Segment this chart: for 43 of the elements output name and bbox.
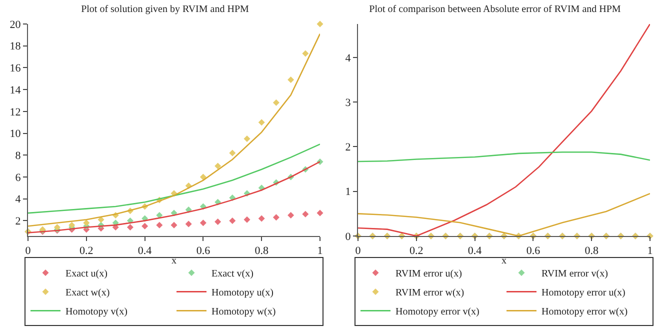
- legend-label: Homotopy error v(x): [396, 306, 480, 318]
- y-tick-label: 8: [15, 150, 22, 162]
- legend-label: Homotopy w(x): [212, 306, 276, 318]
- legend-label: Homotopy error u(x): [542, 288, 626, 299]
- x-axis-title: x: [172, 256, 176, 267]
- y-tick-label: 4: [345, 52, 352, 64]
- x-tick-label: 0.8: [254, 245, 269, 258]
- y-tick-label: 4: [15, 194, 22, 206]
- y-tick-label: 14: [10, 84, 22, 96]
- x-tick-label: 0.6: [526, 245, 541, 258]
- legend-label: Exact u(x): [66, 268, 108, 280]
- y-tick-label: 12: [10, 106, 21, 118]
- y-tick-label: 18: [10, 40, 22, 53]
- x-axis-title: x: [502, 256, 506, 267]
- legend-label: Homotopy u(x): [212, 288, 274, 299]
- legend-label: RVIM error u(x): [396, 268, 462, 280]
- legend-label: RVIM error v(x): [542, 268, 608, 280]
- y-tick-label: 10: [10, 128, 22, 140]
- y-tick-label: 2: [15, 216, 21, 228]
- legend-label: RVIM error w(x): [396, 288, 464, 299]
- y-tick-label: 0: [345, 230, 352, 243]
- x-tick-label: 0: [355, 245, 362, 258]
- legend-label: Exact w(x): [66, 288, 110, 299]
- y-tick-label: 16: [10, 62, 22, 75]
- x-tick-label: 0.2: [80, 245, 94, 258]
- x-tick-label: 0.6: [196, 245, 211, 258]
- y-tick-label: 3: [345, 96, 352, 109]
- x-tick-label: 1: [647, 245, 653, 258]
- y-tick-label: 6: [15, 172, 22, 184]
- y-tick-label: 2: [345, 142, 351, 154]
- chart-title: Plot of comparison between Absolute error of RVIM and HPM: [369, 4, 621, 16]
- x-tick-label: 0.2: [410, 245, 424, 258]
- y-tick-label: 20: [10, 18, 22, 31]
- legend-label: Exact v(x): [212, 268, 254, 280]
- legend-label: Homotopy v(x): [66, 306, 128, 318]
- chart-title: Plot of solution given by RVIM and HPM: [81, 4, 250, 16]
- y-tick-label: 1: [345, 186, 351, 198]
- x-tick-label: 0.8: [584, 245, 599, 258]
- x-tick-label: 0.4: [138, 245, 152, 258]
- x-tick-label: 0.4: [468, 245, 482, 258]
- x-tick-label: 1: [317, 245, 323, 258]
- legend-label: Homotopy error w(x): [542, 306, 628, 318]
- x-tick-label: 0: [25, 245, 32, 258]
